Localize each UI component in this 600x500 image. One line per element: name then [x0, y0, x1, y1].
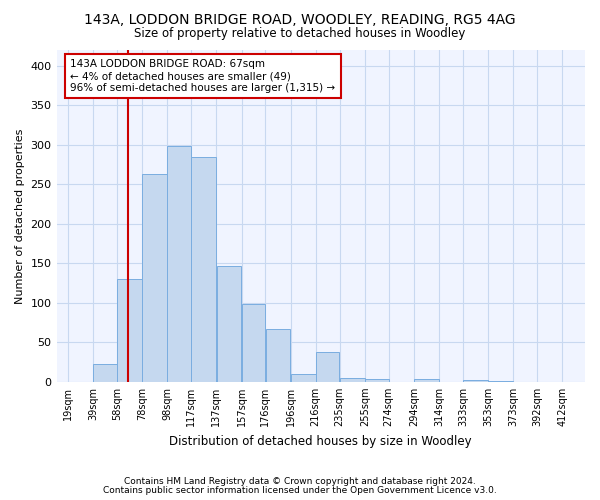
Bar	[191, 156, 216, 382]
Bar	[117, 279, 142, 382]
Bar	[167, 146, 191, 382]
Text: Contains public sector information licensed under the Open Government Licence v3: Contains public sector information licen…	[103, 486, 497, 495]
Bar	[142, 174, 167, 382]
Bar	[217, 266, 241, 382]
Y-axis label: Number of detached properties: Number of detached properties	[15, 128, 25, 304]
Text: Contains HM Land Registry data © Crown copyright and database right 2024.: Contains HM Land Registry data © Crown c…	[124, 477, 476, 486]
Bar	[488, 381, 513, 382]
X-axis label: Distribution of detached houses by size in Woodley: Distribution of detached houses by size …	[169, 434, 472, 448]
Bar	[414, 378, 439, 382]
Bar	[242, 304, 265, 382]
Bar	[463, 380, 488, 382]
Bar	[340, 378, 365, 382]
Bar	[93, 364, 117, 382]
Bar	[291, 374, 316, 382]
Text: 143A LODDON BRIDGE ROAD: 67sqm
← 4% of detached houses are smaller (49)
96% of s: 143A LODDON BRIDGE ROAD: 67sqm ← 4% of d…	[70, 60, 335, 92]
Text: 143A, LODDON BRIDGE ROAD, WOODLEY, READING, RG5 4AG: 143A, LODDON BRIDGE ROAD, WOODLEY, READI…	[84, 12, 516, 26]
Bar	[266, 329, 290, 382]
Bar	[316, 352, 340, 382]
Text: Size of property relative to detached houses in Woodley: Size of property relative to detached ho…	[134, 28, 466, 40]
Bar	[365, 378, 389, 382]
